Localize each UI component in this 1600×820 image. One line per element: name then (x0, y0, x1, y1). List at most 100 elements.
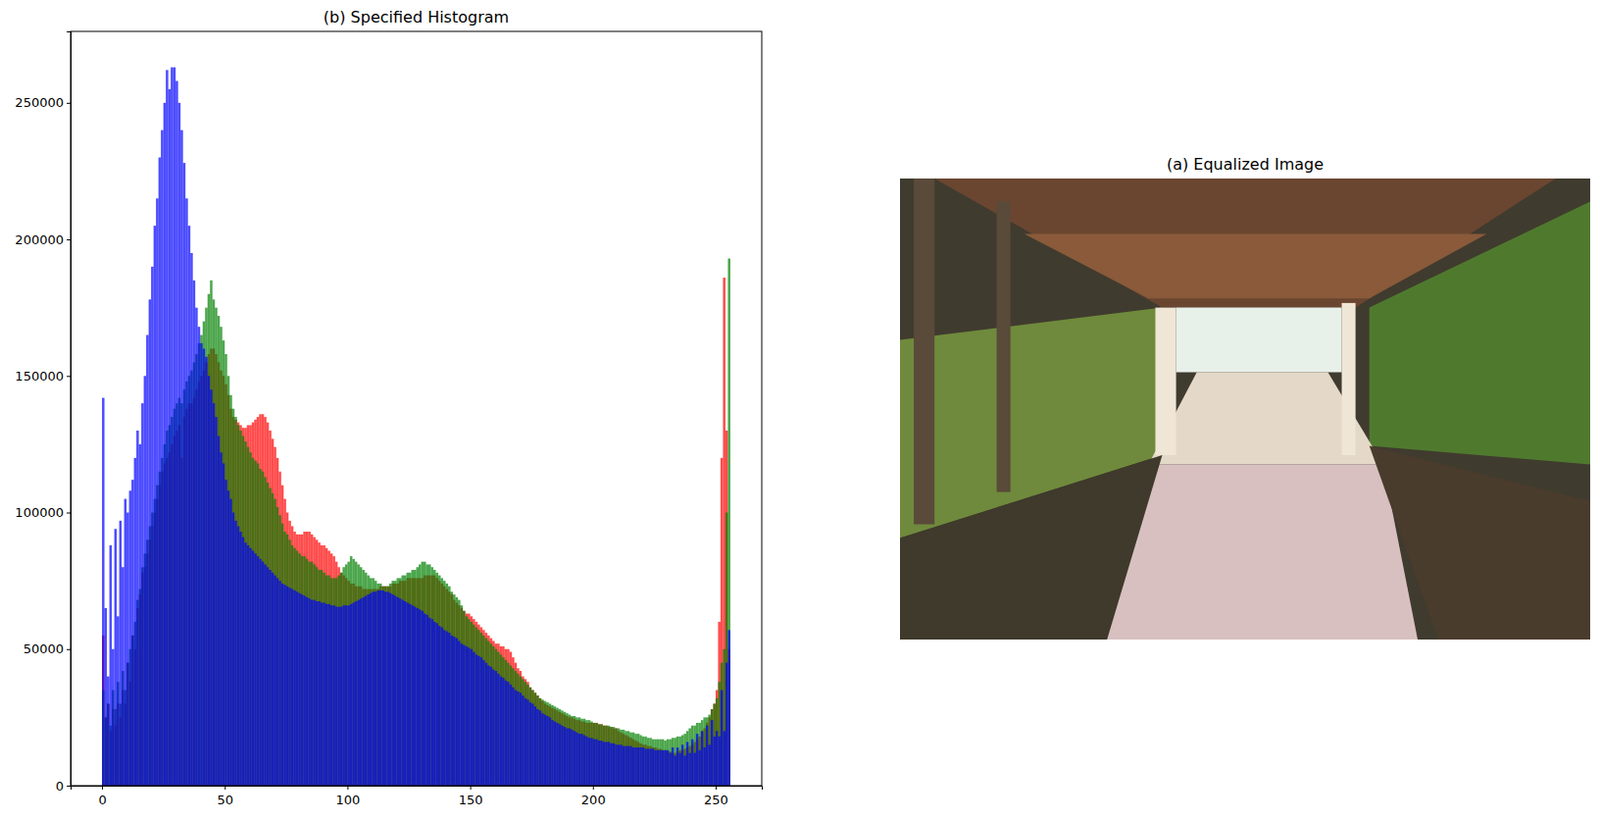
histogram-bar (237, 424, 241, 786)
histogram-bar (271, 438, 275, 786)
histogram-bar (350, 603, 353, 786)
histogram-bar (497, 643, 500, 786)
histogram-bar (320, 601, 324, 786)
histogram-bar (327, 550, 331, 786)
histogram-bar (428, 563, 432, 786)
histogram-bar (146, 335, 150, 786)
histogram-bar (261, 471, 265, 786)
histogram-bar (431, 618, 435, 786)
histogram-bar (487, 640, 491, 786)
histogram-bar (501, 656, 505, 786)
histogram-bar (604, 725, 608, 786)
histogram-bar (443, 580, 447, 786)
histogram-bar (364, 589, 368, 786)
histogram-bar (101, 398, 105, 786)
histogram-bar (539, 698, 543, 786)
histogram-bar (149, 299, 152, 786)
histogram-bar (405, 577, 409, 786)
histogram-bar (317, 600, 321, 786)
histogram-bar (492, 640, 496, 786)
histogram-bar (717, 621, 721, 786)
histogram-bar (688, 728, 692, 786)
histogram-bar (276, 457, 280, 786)
histogram-bar (467, 618, 471, 786)
histogram-bar (504, 680, 508, 786)
histogram-bar (671, 747, 675, 786)
histogram-bar (131, 479, 135, 786)
histogram-bar (356, 600, 360, 786)
histogram-bar (519, 692, 523, 786)
histogram-bar (244, 427, 248, 786)
histogram-bar (511, 667, 515, 786)
histogram-bar (134, 457, 138, 786)
histogram-bar (609, 726, 613, 786)
histogram-bar (180, 130, 184, 786)
histogram-bar (585, 719, 589, 786)
histogram-bar (678, 736, 682, 786)
histogram-bar (642, 736, 646, 786)
histogram-bar (347, 580, 350, 786)
histogram-bar (649, 748, 652, 786)
histogram-bar (656, 748, 660, 786)
histogram-bar (544, 702, 548, 786)
histogram-bar (583, 734, 587, 786)
histogram-bar (563, 711, 567, 786)
histogram-bar (408, 603, 412, 786)
y-tick: 50000 (23, 641, 71, 656)
histogram-bar (595, 722, 599, 786)
histogram-bar (273, 499, 277, 786)
histogram-bar (619, 729, 623, 786)
y-tick-label: 150000 (14, 368, 64, 384)
histogram-bar (366, 589, 370, 786)
histogram-bar (634, 733, 638, 786)
histogram-bar (595, 739, 599, 786)
histogram-bar (438, 575, 442, 786)
histogram-bar (371, 589, 375, 786)
histogram-bar (160, 130, 164, 786)
histogram-bar (516, 667, 520, 786)
histogram-bar (347, 604, 350, 786)
histogram-bar (607, 725, 611, 786)
histogram-bar (421, 561, 425, 786)
histogram-bar (624, 730, 628, 786)
histogram-bar (681, 744, 685, 786)
histogram-bar (302, 555, 306, 786)
histogram-bar (550, 719, 554, 786)
histogram-bar (332, 555, 336, 786)
histogram-bar (588, 737, 592, 786)
histogram-bar (273, 575, 277, 786)
histogram-bar (351, 583, 355, 786)
histogram-bar (317, 569, 321, 786)
histogram-bar (258, 468, 262, 786)
histogram-bar (549, 705, 552, 786)
histogram-bar (217, 436, 221, 786)
histogram-bar (600, 740, 603, 786)
histogram-bar (622, 746, 626, 786)
histogram-bar (399, 580, 402, 786)
histogram-bar (394, 595, 398, 786)
image-title: (a) Equalized Image (1166, 154, 1324, 174)
back-building (1176, 307, 1343, 373)
histogram-bar (465, 646, 469, 786)
histogram-bar (351, 558, 355, 786)
histogram-bar (283, 584, 287, 786)
histogram-bar (249, 548, 252, 786)
histogram-bar (389, 586, 393, 786)
histogram-bar (239, 424, 243, 786)
histogram-bar (663, 740, 667, 786)
histogram-bar (354, 561, 358, 786)
histogram-bar (330, 604, 334, 786)
histogram-bar (158, 157, 162, 786)
histogram-bar (722, 649, 726, 786)
histogram-bar (492, 669, 496, 786)
histogram-bar (580, 733, 584, 786)
histogram-bar (696, 722, 700, 786)
histogram-bar (356, 563, 360, 786)
histogram-bar (320, 569, 324, 786)
histogram-bar (418, 608, 422, 786)
histogram-bar (293, 548, 297, 786)
histogram-bar (452, 636, 456, 786)
histogram-bar (396, 583, 400, 786)
histogram-bar (286, 586, 290, 786)
histogram-bar (379, 583, 383, 786)
